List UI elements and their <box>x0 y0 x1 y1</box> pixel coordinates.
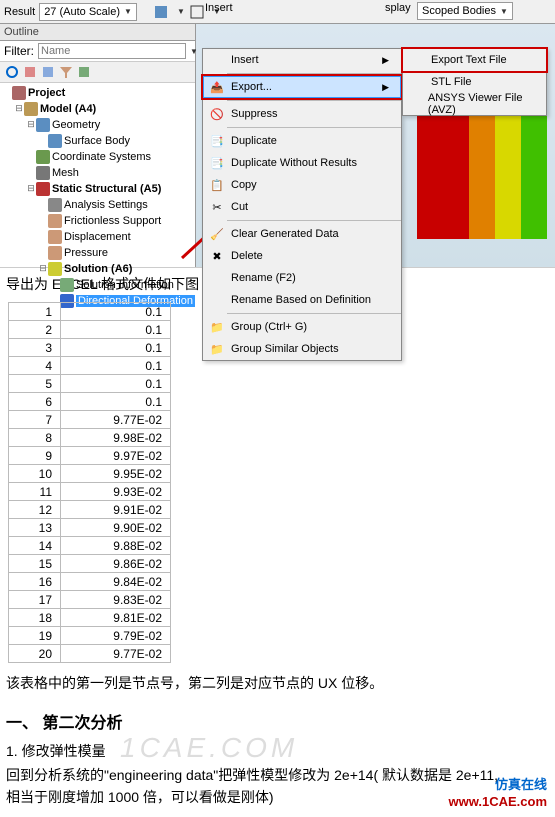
excel-table: 10.120.130.140.150.160.179.77E-0289.98E-… <box>8 302 171 663</box>
tree-node[interactable]: Frictionless Support <box>2 213 193 229</box>
cube-icon[interactable] <box>153 4 169 20</box>
tree-node[interactable]: ⊟Geometry <box>2 117 193 133</box>
menu-item[interactable]: STL File <box>403 71 546 93</box>
export-submenu[interactable]: Export Text FileSTL FileANSYS Viewer Fil… <box>402 48 547 116</box>
menu-item[interactable]: 📁Group Similar Objects <box>203 338 401 360</box>
expand-icon[interactable] <box>22 64 38 80</box>
tree-node[interactable]: ⊟Model (A4) <box>2 101 193 117</box>
chevron-down-icon[interactable]: ▼ <box>177 7 185 16</box>
table-row: 50.1 <box>9 375 171 393</box>
section-heading: 一、 第二次分析 <box>0 695 555 737</box>
result-label: Result <box>4 6 35 18</box>
filter-input[interactable] <box>38 43 186 59</box>
tree-node[interactable]: Surface Body <box>2 133 193 149</box>
filter-toolbar <box>0 62 195 83</box>
table-row: 10.1 <box>9 303 171 321</box>
menu-item[interactable]: 📤Export...▶ <box>203 76 401 98</box>
menu-item[interactable]: Rename Based on Definition <box>203 289 401 311</box>
table-row: 79.77E-02 <box>9 411 171 429</box>
table-row: 60.1 <box>9 393 171 411</box>
menu-item[interactable]: 📑Duplicate <box>203 130 401 152</box>
outline-pane: Outline Filter: ▼ Project⊟Model (A4)⊟Geo… <box>0 24 196 267</box>
table-row: 189.81E-02 <box>9 609 171 627</box>
table-row: 20.1 <box>9 321 171 339</box>
chevron-down-icon: ▼ <box>124 7 132 16</box>
table-row: 179.83E-02 <box>9 591 171 609</box>
scoped-dropdown[interactable]: Scoped Bodies ▼ <box>417 2 513 20</box>
tree-node[interactable]: Displacement <box>2 229 193 245</box>
project-tree[interactable]: Project⊟Model (A4)⊟GeometrySurface BodyC… <box>0 83 195 311</box>
filter-label: Filter: <box>4 44 34 58</box>
menu-item[interactable]: Export Text File <box>403 49 546 71</box>
menu-item[interactable]: ✂Cut <box>203 196 401 218</box>
filter-icon[interactable] <box>58 64 74 80</box>
context-menu[interactable]: Insert▶ 📤Export...▶ 🚫Suppress 📑Duplicate📑Du… <box>202 48 402 361</box>
insert-menu-label[interactable]: Insert <box>205 2 233 14</box>
paragraph-modulus-a: 回到分析系统的"engineering data"把弹性模型修改为 2e+14(… <box>0 765 555 787</box>
tree-node[interactable]: ⊟Solution (A6) <box>2 261 193 277</box>
filter-row: Filter: ▼ <box>0 41 195 62</box>
table-row: 159.86E-02 <box>9 555 171 573</box>
table-row: 139.90E-02 <box>9 519 171 537</box>
result-value: 27 (Auto Scale) <box>44 6 120 18</box>
table-row: 40.1 <box>9 357 171 375</box>
table-row: 89.98E-02 <box>9 429 171 447</box>
menu-item[interactable]: 📋Copy <box>203 174 401 196</box>
menu-item[interactable]: 🚫Suppress <box>203 103 401 125</box>
tree-node[interactable]: ⊟Static Structural (A5) <box>2 181 193 197</box>
wire-icon[interactable] <box>189 4 205 20</box>
menu-item[interactable]: Insert▶ <box>203 49 401 71</box>
tree-node[interactable]: Analysis Settings <box>2 197 193 213</box>
table-row: 99.97E-02 <box>9 447 171 465</box>
menu-item[interactable]: ANSYS Viewer File (AVZ) <box>403 93 546 115</box>
menu-item[interactable]: ✖Delete <box>203 245 401 267</box>
table-row: 129.91E-02 <box>9 501 171 519</box>
result-dropdown[interactable]: 27 (Auto Scale) ▼ <box>39 3 137 21</box>
watermark-cn: 仿真在线 <box>495 774 547 793</box>
display-label: splay <box>385 2 411 14</box>
tree-node[interactable]: Project <box>2 85 193 101</box>
subsection-1: 1. 修改弹性模量 <box>0 737 555 765</box>
tree-node[interactable]: Pressure <box>2 245 193 261</box>
scoped-value: Scoped Bodies <box>422 5 496 17</box>
outline-title: Outline <box>0 24 195 41</box>
table-row: 109.95E-02 <box>9 465 171 483</box>
menu-item[interactable]: Rename (F2) <box>203 267 401 289</box>
watermark-url: www.1CAE.com <box>449 794 547 809</box>
table-row: 30.1 <box>9 339 171 357</box>
menu-item[interactable]: 📁Group (Ctrl+ G) <box>203 316 401 338</box>
tree-icon[interactable] <box>76 64 92 80</box>
tree-node[interactable]: Coordinate Systems <box>2 149 193 165</box>
menu-item[interactable]: 🧹Clear Generated Data <box>203 223 401 245</box>
tree-node[interactable]: Mesh <box>2 165 193 181</box>
table-row: 149.88E-02 <box>9 537 171 555</box>
tree-node[interactable]: Solution Information <box>2 277 193 293</box>
table-row: 199.79E-02 <box>9 627 171 645</box>
paragraph-table-desc: 该表格中的第一列是节点号，第二列是对应节点的 UX 位移。 <box>0 667 555 695</box>
table-row: 119.93E-02 <box>9 483 171 501</box>
table-row: 209.77E-02 <box>9 645 171 663</box>
table-row: 169.84E-02 <box>9 573 171 591</box>
refresh-icon[interactable] <box>4 64 20 80</box>
main-area: Outline Filter: ▼ Project⊟Model (A4)⊟Geo… <box>0 24 555 268</box>
menu-item[interactable]: 📑Duplicate Without Results <box>203 152 401 174</box>
chevron-down-icon: ▼ <box>500 7 508 16</box>
collapse-icon[interactable] <box>40 64 56 80</box>
